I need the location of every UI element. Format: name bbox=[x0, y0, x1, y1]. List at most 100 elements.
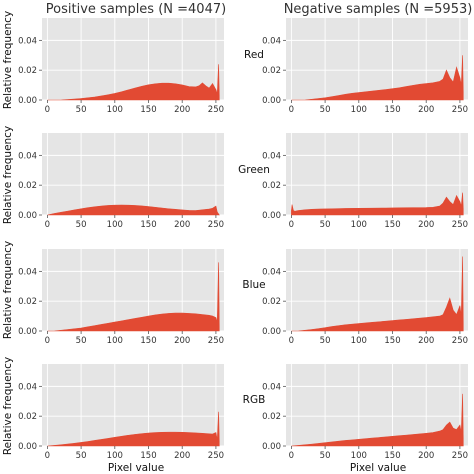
row-label-green: Green bbox=[238, 164, 270, 176]
panels-group: 0.000.020.040 50 100 150 200 2500.000.020.040… bbox=[18, 18, 468, 461]
histogram-area bbox=[291, 192, 464, 216]
y-tick-label: 0.02 bbox=[262, 297, 281, 307]
x-tick-label: 250 bbox=[208, 451, 224, 461]
x-tick-label: 150 bbox=[140, 105, 156, 115]
panel-3: 0.00 0.02 0.04 0 50 100 150 200 250 bbox=[18, 133, 224, 230]
x-tick-label: 100 bbox=[351, 336, 367, 346]
x-tick-label: 250 bbox=[208, 105, 224, 115]
x-tick-label: 50 bbox=[76, 105, 87, 115]
row-label-rgb: RGB bbox=[243, 394, 266, 406]
x-tick-label: 0 bbox=[45, 220, 50, 230]
panel-1: 0.00 0.02 0.04 0 50 100 150 200 250 bbox=[18, 18, 224, 115]
column-title-negative: Negative samples (N =5953) bbox=[284, 2, 473, 17]
x-tick-label: 250 bbox=[452, 105, 468, 115]
y-tick-label: 0.00 bbox=[262, 442, 281, 452]
y-tick-label: 0.04 bbox=[262, 382, 281, 392]
x-tick-label: 150 bbox=[140, 336, 156, 346]
x-tick-label: 100 bbox=[107, 105, 123, 115]
xlabel-positive: Pixel value bbox=[108, 462, 164, 474]
x-tick-label: 250 bbox=[452, 451, 468, 461]
y-tick-label: 0.00 bbox=[262, 96, 281, 106]
x-tick-label: 150 bbox=[140, 220, 156, 230]
ylabel-row-2: Relative frequency bbox=[2, 126, 14, 224]
panel-2: 0.00 0.02 0.04 0 50 100 150 200 250 bbox=[262, 18, 468, 115]
x-tick-label: 200 bbox=[418, 105, 434, 115]
x-tick-label: 50 bbox=[320, 451, 331, 461]
y-tick-label: 0.04 bbox=[18, 267, 37, 277]
x-tick-label: 150 bbox=[384, 451, 400, 461]
y-tick-label: 0.04 bbox=[18, 36, 37, 46]
x-tick-label: 100 bbox=[107, 336, 123, 346]
x-tick-label: 50 bbox=[320, 336, 331, 346]
x-tick-label: 0 bbox=[45, 105, 50, 115]
histogram-area bbox=[47, 262, 220, 332]
x-tick-label: 250 bbox=[452, 220, 468, 230]
y-tick-label: 0.00 bbox=[262, 211, 281, 221]
x-tick-label: 100 bbox=[107, 451, 123, 461]
histogram-area bbox=[47, 204, 220, 216]
panel-6: 0.00 0.02 0.04 0 50 100 150 200 250 bbox=[262, 249, 468, 346]
x-tick-label: 200 bbox=[418, 336, 434, 346]
y-tick-label: 0.04 bbox=[262, 36, 281, 46]
panel-background bbox=[42, 133, 224, 215]
y-tick-label: 0.02 bbox=[262, 66, 281, 76]
x-tick-label: 150 bbox=[140, 451, 156, 461]
y-tick-label: 0.04 bbox=[18, 151, 37, 161]
y-tick-label: 0.04 bbox=[262, 267, 281, 277]
x-tick-label: 200 bbox=[174, 336, 190, 346]
histogram-area bbox=[291, 256, 464, 332]
y-tick-label: 0.02 bbox=[18, 181, 37, 191]
x-tick-label: 0 bbox=[289, 220, 294, 230]
x-tick-label: 100 bbox=[351, 451, 367, 461]
histogram-area bbox=[291, 393, 464, 447]
x-tick-label: 0 bbox=[45, 451, 50, 461]
panel-4: 0.00 0.02 0.04 0 50 100 150 200 250 bbox=[262, 133, 468, 230]
x-tick-label: 150 bbox=[384, 336, 400, 346]
row-label-blue: Blue bbox=[242, 279, 265, 291]
y-tick-label: 0.02 bbox=[18, 297, 37, 307]
x-tick-label: 250 bbox=[452, 336, 468, 346]
x-tick-label: 0 bbox=[289, 451, 294, 461]
panel-background bbox=[286, 133, 468, 215]
panel-background bbox=[42, 364, 224, 446]
x-tick-label: 100 bbox=[107, 220, 123, 230]
row-label-red: Red bbox=[244, 49, 264, 61]
x-tick-label: 200 bbox=[418, 220, 434, 230]
x-tick-label: 50 bbox=[76, 451, 87, 461]
ylabel-row-4: Relative frequency bbox=[2, 357, 14, 455]
histogram-area bbox=[47, 411, 220, 447]
y-tick-label: 0.00 bbox=[18, 442, 37, 452]
ylabel-row-1: Relative frequency bbox=[2, 11, 14, 109]
x-tick-label: 150 bbox=[384, 220, 400, 230]
x-tick-label: 0 bbox=[45, 336, 50, 346]
x-tick-label: 0 bbox=[289, 105, 294, 115]
column-title-positive: Positive samples (N =4047) bbox=[46, 2, 226, 17]
y-tick-label: 0.04 bbox=[18, 382, 37, 392]
x-tick-label: 200 bbox=[418, 451, 434, 461]
x-tick-label: 50 bbox=[76, 220, 87, 230]
y-tick-label: 0.00 bbox=[18, 96, 37, 106]
histogram-area bbox=[291, 55, 464, 101]
xlabel-negative: Pixel value bbox=[350, 462, 406, 474]
x-tick-label: 50 bbox=[320, 105, 331, 115]
x-tick-label: 100 bbox=[351, 105, 367, 115]
x-tick-label: 200 bbox=[174, 220, 190, 230]
y-tick-label: 0.00 bbox=[18, 211, 37, 221]
x-tick-label: 50 bbox=[76, 336, 87, 346]
y-tick-label: 0.00 bbox=[262, 327, 281, 337]
y-tick-label: 0.02 bbox=[18, 412, 37, 422]
panel-7: 0.00 0.02 0.04 0 50 100 150 200 250 bbox=[18, 364, 224, 461]
x-tick-label: 0 bbox=[289, 336, 294, 346]
y-tick-label: 0.02 bbox=[18, 66, 37, 76]
y-tick-label: 0.00 bbox=[18, 327, 37, 337]
x-tick-label: 250 bbox=[208, 220, 224, 230]
panel-background bbox=[42, 18, 224, 100]
y-tick-label: 0.02 bbox=[262, 412, 281, 422]
panel-5: 0.00 0.02 0.04 0 50 100 150 200 250 bbox=[18, 249, 224, 346]
x-tick-label: 50 bbox=[320, 220, 331, 230]
x-tick-label: 200 bbox=[174, 451, 190, 461]
y-tick-label: 0.04 bbox=[262, 151, 281, 161]
x-tick-label: 200 bbox=[174, 105, 190, 115]
y-tick-label: 0.02 bbox=[262, 181, 281, 191]
